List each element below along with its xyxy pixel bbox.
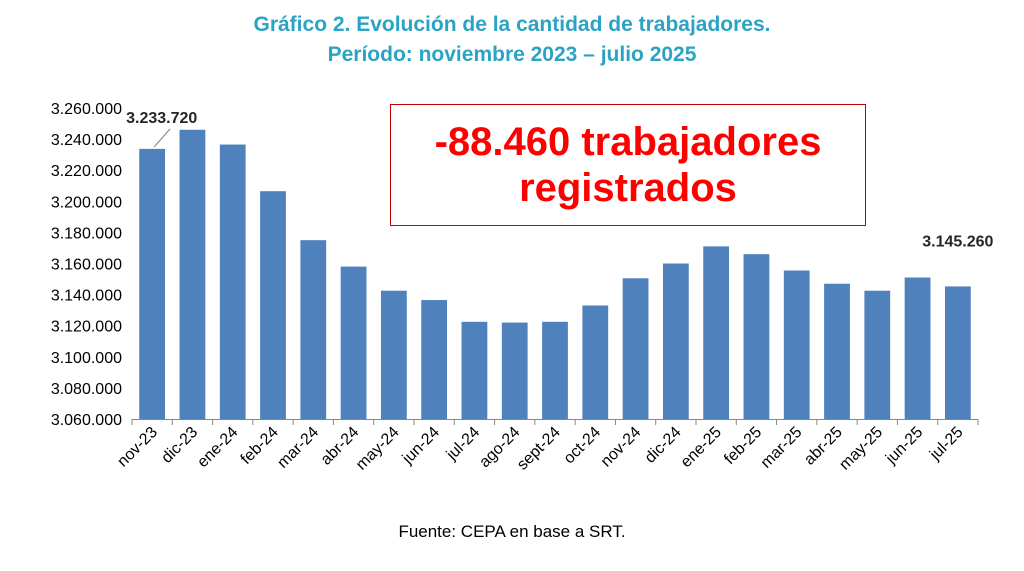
bar [421,300,448,419]
data-label: 3.145.260 [922,233,993,250]
x-tick-label: may-25 [836,424,886,474]
x-tick-label: may-24 [353,424,403,474]
chart-title-line1: Gráfico 2. Evolución de la cantidad de t… [253,13,771,36]
y-tick-label: 3.120.000 [51,319,122,336]
bar [944,286,971,419]
y-tick-label: 3.140.000 [51,288,122,305]
x-tick-label: sept-24 [514,424,564,474]
bar [662,263,689,419]
x-tick-label: jun-25 [882,424,926,468]
callout-text: -88.460 trabajadores registrados [434,120,822,210]
x-tick-label: ene-25 [678,424,725,471]
y-tick-label: 3.100.000 [51,350,122,367]
x-tick-label: oct-24 [561,424,605,468]
y-tick-label: 3.200.000 [51,194,122,211]
y-tick-label: 3.220.000 [51,163,122,180]
bar [501,322,528,419]
data-label: 3.233.720 [126,110,197,127]
chart-title-line2: Período: noviembre 2023 – julio 2025 [327,43,697,66]
y-tick-label: 3.060.000 [51,412,122,429]
x-tick-label: ene-24 [194,424,241,471]
x-tick-label: mar-24 [274,424,322,472]
bar [260,191,286,419]
bar [461,321,488,419]
data-label-leader [153,128,171,148]
y-tick-label: 3.080.000 [51,381,122,398]
bar [864,290,891,419]
bar [783,270,810,419]
x-tick-label: jun-24 [399,424,443,468]
bar [380,290,407,419]
bar [139,148,166,419]
bar [219,144,246,420]
x-tick-label: mar-25 [758,424,806,472]
x-tick-label: nov-24 [598,424,645,471]
x-tick-label: jul-25 [926,424,966,464]
y-tick-label: 3.160.000 [51,257,122,274]
bar [542,321,568,419]
bar [582,305,609,419]
bar [743,254,770,419]
bar [824,283,850,419]
bar [340,266,367,419]
y-tick-label: 3.240.000 [51,132,122,149]
y-tick-label: 3.260.000 [51,101,122,118]
callout-box: -88.460 trabajadores registrados [390,104,866,226]
y-tick-label: 3.180.000 [51,225,122,242]
x-tick-label: nov-23 [114,424,161,471]
bar [622,278,649,419]
source-note: Fuente: CEPA en base a SRT. [398,522,626,541]
bar [179,129,206,419]
bar [904,277,931,419]
bar [300,240,327,419]
bar [703,246,730,419]
